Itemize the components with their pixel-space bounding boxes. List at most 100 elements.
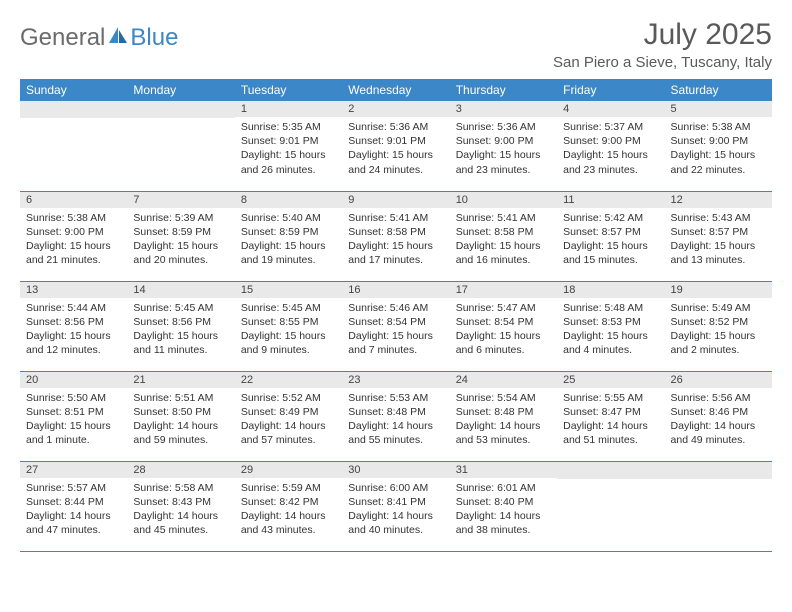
sunset-line: Sunset: 8:52 PM — [671, 315, 766, 329]
sunrise-line: Sunrise: 5:50 AM — [26, 391, 121, 405]
sunset-line: Sunset: 8:42 PM — [241, 495, 336, 509]
day-content: Sunrise: 6:00 AMSunset: 8:41 PMDaylight:… — [342, 478, 449, 542]
day-content: Sunrise: 5:38 AMSunset: 9:00 PMDaylight:… — [665, 117, 772, 181]
calendar-cell: 8Sunrise: 5:40 AMSunset: 8:59 PMDaylight… — [235, 191, 342, 281]
sunset-line: Sunset: 8:49 PM — [241, 405, 336, 419]
calendar-cell: 17Sunrise: 5:47 AMSunset: 8:54 PMDayligh… — [450, 281, 557, 371]
calendar-week-row: 20Sunrise: 5:50 AMSunset: 8:51 PMDayligh… — [20, 371, 772, 461]
daylight-line: Daylight: 15 hours and 11 minutes. — [133, 329, 228, 357]
sunset-line: Sunset: 8:53 PM — [563, 315, 658, 329]
daylight-line: Daylight: 15 hours and 23 minutes. — [563, 148, 658, 176]
calendar-week-row: 6Sunrise: 5:38 AMSunset: 9:00 PMDaylight… — [20, 191, 772, 281]
sunrise-line: Sunrise: 5:47 AM — [456, 301, 551, 315]
calendar-week-row: 1Sunrise: 5:35 AMSunset: 9:01 PMDaylight… — [20, 101, 772, 191]
sunrise-line: Sunrise: 5:44 AM — [26, 301, 121, 315]
daylight-line: Daylight: 15 hours and 7 minutes. — [348, 329, 443, 357]
sunset-line: Sunset: 9:00 PM — [456, 134, 551, 148]
day-content: Sunrise: 5:43 AMSunset: 8:57 PMDaylight:… — [665, 208, 772, 272]
weekday-header: Friday — [557, 79, 664, 101]
daylight-line: Daylight: 14 hours and 59 minutes. — [133, 419, 228, 447]
sunrise-line: Sunrise: 6:00 AM — [348, 481, 443, 495]
sunset-line: Sunset: 8:58 PM — [348, 225, 443, 239]
sunrise-line: Sunrise: 5:51 AM — [133, 391, 228, 405]
day-content: Sunrise: 5:58 AMSunset: 8:43 PMDaylight:… — [127, 478, 234, 542]
calendar-cell: 4Sunrise: 5:37 AMSunset: 9:00 PMDaylight… — [557, 101, 664, 191]
day-number: 30 — [342, 462, 449, 478]
day-content: Sunrise: 5:59 AMSunset: 8:42 PMDaylight:… — [235, 478, 342, 542]
day-number: 16 — [342, 282, 449, 298]
daylight-line: Daylight: 15 hours and 17 minutes. — [348, 239, 443, 267]
sunrise-line: Sunrise: 5:52 AM — [241, 391, 336, 405]
sunset-line: Sunset: 8:46 PM — [671, 405, 766, 419]
day-content: Sunrise: 5:56 AMSunset: 8:46 PMDaylight:… — [665, 388, 772, 452]
day-content: Sunrise: 5:39 AMSunset: 8:59 PMDaylight:… — [127, 208, 234, 272]
day-content: Sunrise: 5:45 AMSunset: 8:55 PMDaylight:… — [235, 298, 342, 362]
day-number: 20 — [20, 372, 127, 388]
daylight-line: Daylight: 14 hours and 40 minutes. — [348, 509, 443, 537]
sunrise-line: Sunrise: 5:54 AM — [456, 391, 551, 405]
sunset-line: Sunset: 8:59 PM — [133, 225, 228, 239]
daylight-line: Daylight: 15 hours and 23 minutes. — [456, 148, 551, 176]
daylight-line: Daylight: 15 hours and 1 minute. — [26, 419, 121, 447]
day-content: Sunrise: 5:37 AMSunset: 9:00 PMDaylight:… — [557, 117, 664, 181]
calendar-cell: 21Sunrise: 5:51 AMSunset: 8:50 PMDayligh… — [127, 371, 234, 461]
daylight-line: Daylight: 14 hours and 57 minutes. — [241, 419, 336, 447]
day-number: 3 — [450, 101, 557, 117]
sunset-line: Sunset: 9:00 PM — [563, 134, 658, 148]
calendar-cell: 23Sunrise: 5:53 AMSunset: 8:48 PMDayligh… — [342, 371, 449, 461]
calendar-body: 1Sunrise: 5:35 AMSunset: 9:01 PMDaylight… — [20, 101, 772, 551]
day-content: Sunrise: 6:01 AMSunset: 8:40 PMDaylight:… — [450, 478, 557, 542]
sunset-line: Sunset: 9:01 PM — [348, 134, 443, 148]
sunrise-line: Sunrise: 5:45 AM — [241, 301, 336, 315]
day-number: 11 — [557, 192, 664, 208]
sunset-line: Sunset: 8:59 PM — [241, 225, 336, 239]
sunrise-line: Sunrise: 5:58 AM — [133, 481, 228, 495]
sunrise-line: Sunrise: 5:37 AM — [563, 120, 658, 134]
sunset-line: Sunset: 8:56 PM — [133, 315, 228, 329]
logo: General Blue — [20, 24, 178, 52]
sunrise-line: Sunrise: 5:53 AM — [348, 391, 443, 405]
sunrise-line: Sunrise: 5:36 AM — [456, 120, 551, 134]
sunset-line: Sunset: 9:00 PM — [26, 225, 121, 239]
sunset-line: Sunset: 8:43 PM — [133, 495, 228, 509]
daylight-line: Daylight: 14 hours and 45 minutes. — [133, 509, 228, 537]
day-number: 26 — [665, 372, 772, 388]
calendar-cell: 28Sunrise: 5:58 AMSunset: 8:43 PMDayligh… — [127, 461, 234, 551]
day-number: 25 — [557, 372, 664, 388]
sunset-line: Sunset: 9:01 PM — [241, 134, 336, 148]
day-number: 27 — [20, 462, 127, 478]
daylight-line: Daylight: 14 hours and 47 minutes. — [26, 509, 121, 537]
calendar-cell: 27Sunrise: 5:57 AMSunset: 8:44 PMDayligh… — [20, 461, 127, 551]
calendar-cell: 31Sunrise: 6:01 AMSunset: 8:40 PMDayligh… — [450, 461, 557, 551]
calendar-cell — [20, 101, 127, 191]
day-content: Sunrise: 5:36 AMSunset: 9:00 PMDaylight:… — [450, 117, 557, 181]
title-block: July 2025 San Piero a Sieve, Tuscany, It… — [553, 18, 772, 71]
calendar-cell: 3Sunrise: 5:36 AMSunset: 9:00 PMDaylight… — [450, 101, 557, 191]
daylight-line: Daylight: 15 hours and 21 minutes. — [26, 239, 121, 267]
daylight-line: Daylight: 14 hours and 43 minutes. — [241, 509, 336, 537]
sunrise-line: Sunrise: 5:41 AM — [348, 211, 443, 225]
sunrise-line: Sunrise: 5:57 AM — [26, 481, 121, 495]
calendar-cell: 26Sunrise: 5:56 AMSunset: 8:46 PMDayligh… — [665, 371, 772, 461]
calendar-cell: 22Sunrise: 5:52 AMSunset: 8:49 PMDayligh… — [235, 371, 342, 461]
calendar-cell: 11Sunrise: 5:42 AMSunset: 8:57 PMDayligh… — [557, 191, 664, 281]
day-content: Sunrise: 5:49 AMSunset: 8:52 PMDaylight:… — [665, 298, 772, 362]
sunset-line: Sunset: 8:54 PM — [456, 315, 551, 329]
day-content: Sunrise: 5:46 AMSunset: 8:54 PMDaylight:… — [342, 298, 449, 362]
daylight-line: Daylight: 15 hours and 6 minutes. — [456, 329, 551, 357]
sunrise-line: Sunrise: 5:49 AM — [671, 301, 766, 315]
sunset-line: Sunset: 8:57 PM — [671, 225, 766, 239]
month-title: July 2025 — [553, 18, 772, 52]
daylight-line: Daylight: 14 hours and 55 minutes. — [348, 419, 443, 447]
day-number: 13 — [20, 282, 127, 298]
location: San Piero a Sieve, Tuscany, Italy — [553, 54, 772, 71]
daylight-line: Daylight: 15 hours and 26 minutes. — [241, 148, 336, 176]
day-number-empty — [20, 101, 127, 118]
sunset-line: Sunset: 8:58 PM — [456, 225, 551, 239]
sunset-line: Sunset: 8:47 PM — [563, 405, 658, 419]
calendar-cell: 16Sunrise: 5:46 AMSunset: 8:54 PMDayligh… — [342, 281, 449, 371]
calendar-cell: 12Sunrise: 5:43 AMSunset: 8:57 PMDayligh… — [665, 191, 772, 281]
weekday-header: Saturday — [665, 79, 772, 101]
calendar-table: Sunday Monday Tuesday Wednesday Thursday… — [20, 79, 772, 552]
sunrise-line: Sunrise: 5:38 AM — [671, 120, 766, 134]
